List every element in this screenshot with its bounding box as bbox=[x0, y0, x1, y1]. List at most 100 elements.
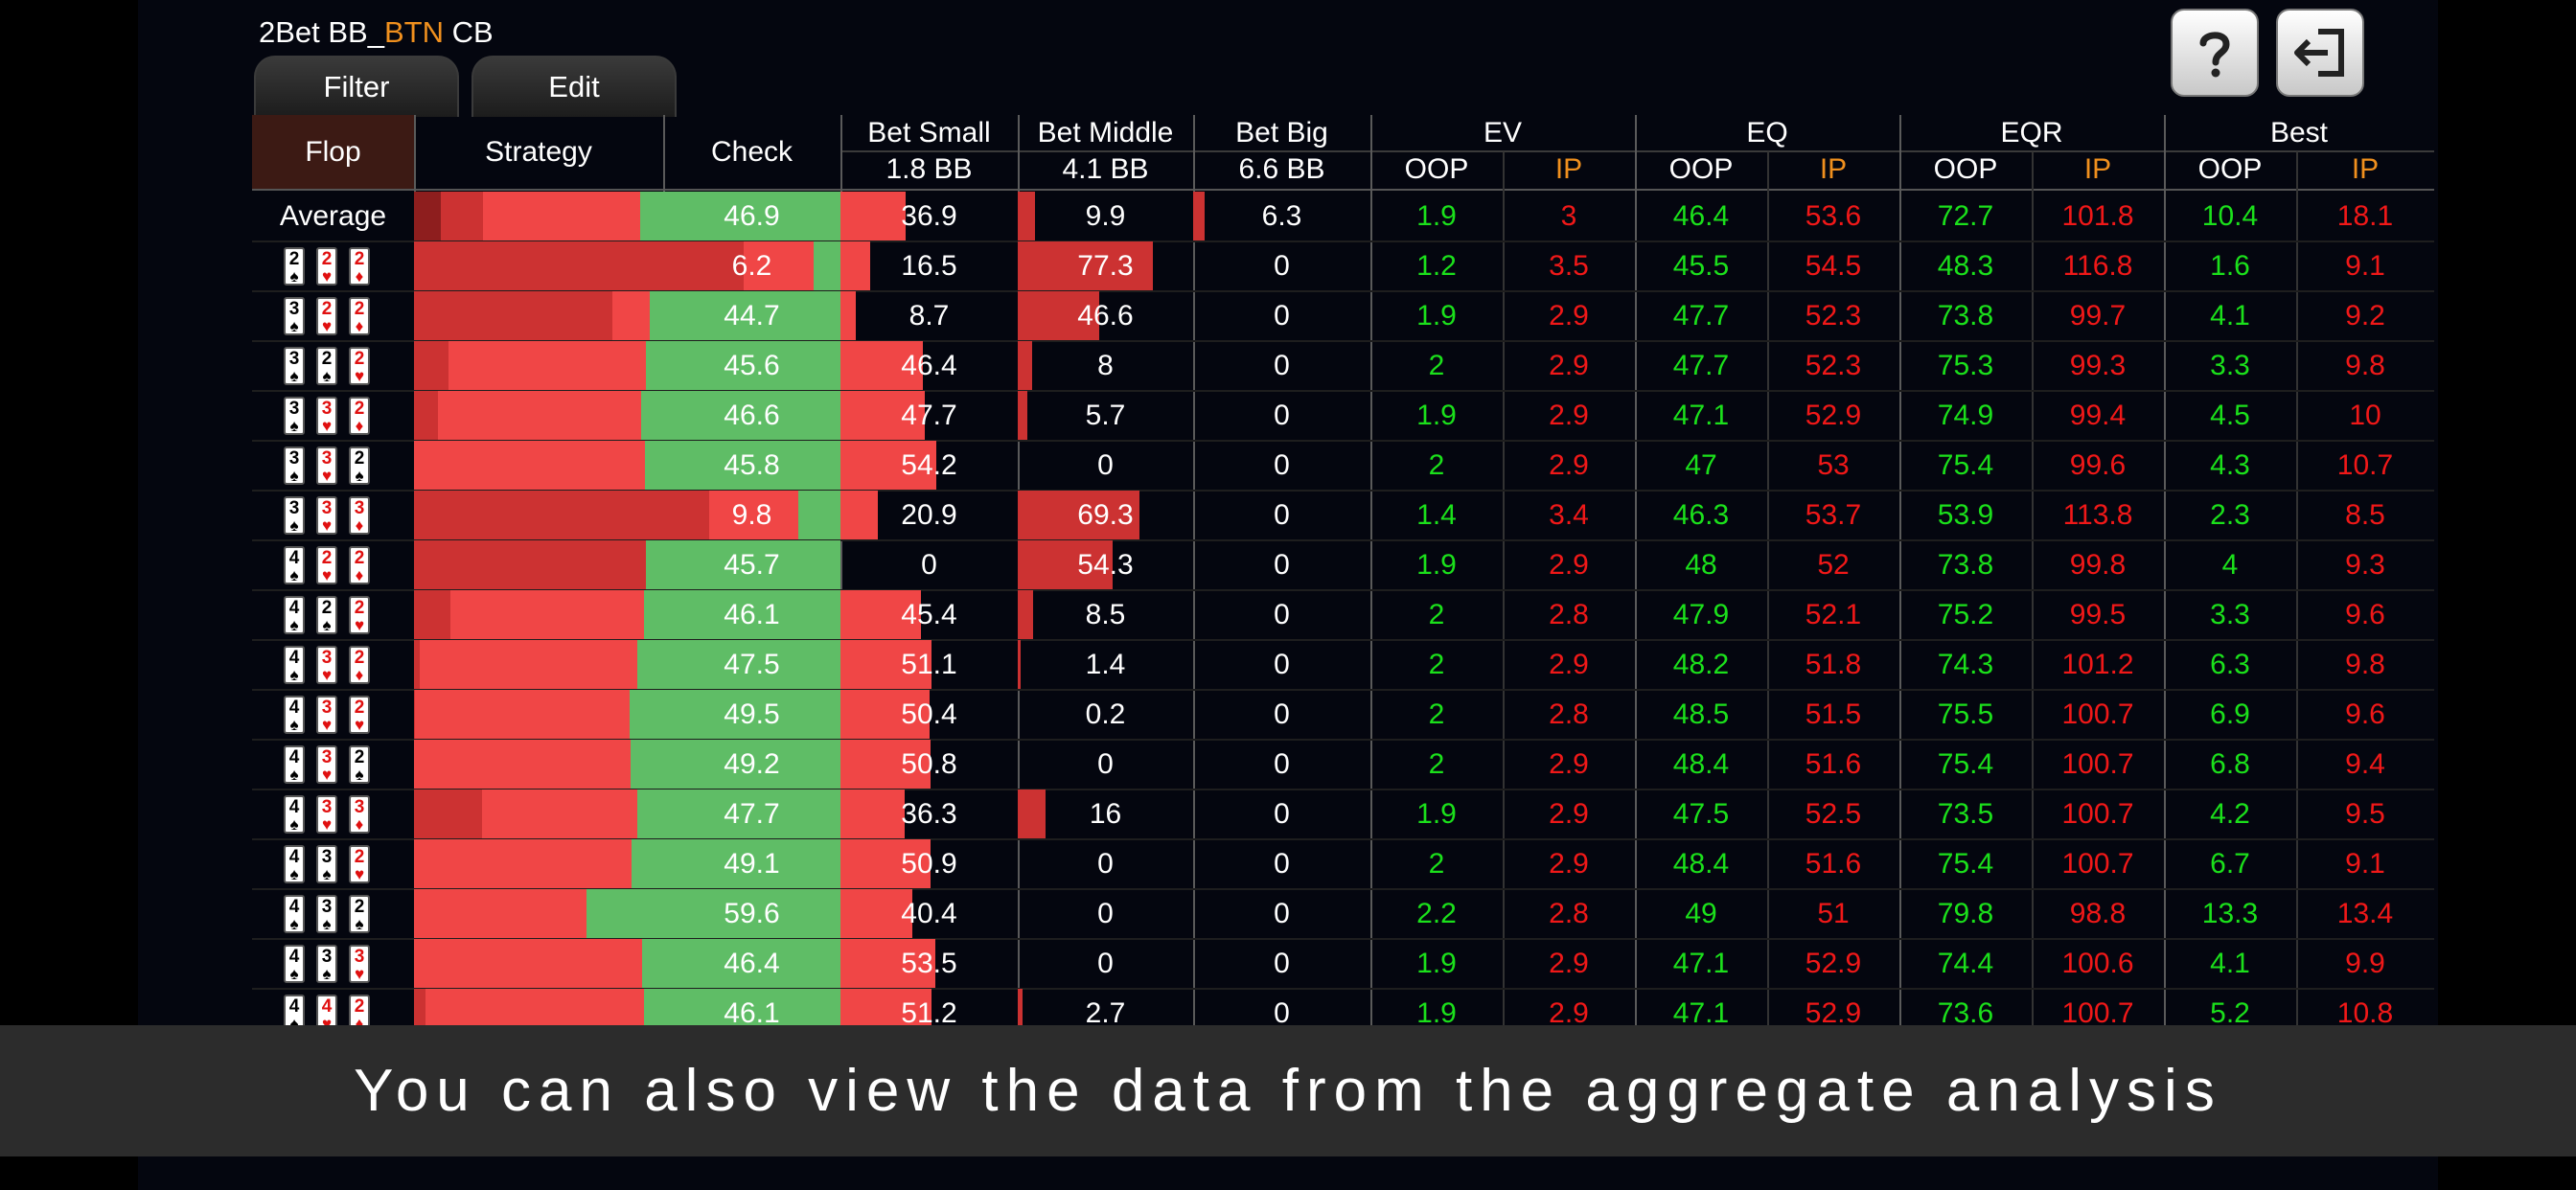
bet-small-bar bbox=[840, 590, 921, 640]
card-suit: ♠ bbox=[322, 367, 332, 385]
ev-ip-value: 2.9 bbox=[1549, 997, 1589, 1029]
bet-small-bar bbox=[840, 391, 925, 441]
card-suit: ♠ bbox=[289, 865, 299, 883]
playing-card: 2 ♠ bbox=[349, 446, 370, 485]
eq-oop-header: OOP bbox=[1668, 153, 1734, 185]
eqr-oop-value: 48.3 bbox=[1937, 250, 1994, 282]
card-suit: ♦ bbox=[355, 516, 364, 535]
card-suit: ♦ bbox=[355, 417, 364, 435]
eq-ip-value: 51.5 bbox=[1805, 698, 1862, 730]
check-value: 49.1 bbox=[724, 848, 780, 880]
best-oop-value: 5.2 bbox=[2210, 997, 2250, 1029]
ev-oop-value: 2 bbox=[1428, 449, 1445, 481]
card-rank: 3 bbox=[321, 897, 333, 917]
bet-small-bar bbox=[840, 291, 856, 341]
strategy-bet-small-segment bbox=[414, 939, 642, 989]
bet-small-value: 36.3 bbox=[901, 798, 957, 830]
strategy-bet-small-segment bbox=[483, 192, 640, 241]
row-divider bbox=[252, 938, 2434, 940]
bet-middle-value: 0.2 bbox=[1085, 698, 1126, 730]
card-suit: ♠ bbox=[289, 566, 299, 584]
ev-oop-value: 1.9 bbox=[1416, 200, 1457, 232]
card-rank: 4 bbox=[321, 996, 333, 1017]
check-value: 49.5 bbox=[724, 698, 780, 730]
eq-oop-value: 45.5 bbox=[1672, 250, 1730, 282]
bet-middle-value: 8 bbox=[1097, 350, 1114, 381]
card-suit: ♠ bbox=[289, 467, 299, 485]
strategy-header: Strategy bbox=[485, 136, 592, 168]
playing-card: 3 ♠ bbox=[316, 945, 337, 983]
card-suit: ♥ bbox=[354, 716, 365, 734]
card-suit: ♠ bbox=[289, 267, 299, 286]
playing-card: 4 ♠ bbox=[284, 646, 305, 684]
check-value: 45.7 bbox=[724, 549, 780, 581]
eqr-oop-value: 75.4 bbox=[1937, 848, 1994, 880]
card-rank: 2 bbox=[354, 249, 365, 269]
column-divider bbox=[1635, 115, 1637, 1035]
card-rank: 2 bbox=[354, 996, 365, 1017]
strategy-bet-middle-segment bbox=[414, 989, 426, 1035]
bet-small-bar bbox=[840, 939, 935, 989]
card-rank: 4 bbox=[288, 847, 300, 867]
best-ip-value: 8.5 bbox=[2345, 499, 2385, 531]
playing-card: 2 ♦ bbox=[349, 397, 370, 435]
best-oop-value: 13.3 bbox=[2201, 898, 2259, 929]
row-divider bbox=[252, 290, 2434, 292]
strategy-bet-small-segment bbox=[420, 640, 637, 690]
best-oop-value: 6.7 bbox=[2210, 848, 2250, 880]
eq-oop-value: 47.1 bbox=[1672, 948, 1730, 979]
strategy-check-segment bbox=[650, 291, 840, 341]
bet-middle-value: 0 bbox=[1097, 748, 1114, 780]
bet-small-value: 40.4 bbox=[901, 898, 957, 929]
card-rank: 2 bbox=[354, 299, 365, 319]
best-oop-value: 4.3 bbox=[2210, 449, 2250, 481]
bet-big-value: 0 bbox=[1274, 599, 1290, 630]
playing-card: 2 ♥ bbox=[349, 347, 370, 385]
check-value: 46.1 bbox=[724, 599, 780, 630]
strategy-check-segment bbox=[814, 241, 840, 291]
header-divider bbox=[840, 150, 2434, 152]
bet-big-value: 0 bbox=[1274, 300, 1290, 332]
help-button[interactable] bbox=[2171, 9, 2259, 97]
playing-card: 3 ♥ bbox=[349, 945, 370, 983]
strategy-bet-middle-segment bbox=[414, 690, 415, 740]
best-ip-value: 9.5 bbox=[2345, 798, 2385, 830]
ev-oop-value: 1.4 bbox=[1416, 499, 1457, 531]
eqr-ip-value: 100.7 bbox=[2061, 798, 2134, 830]
card-suit: ♠ bbox=[322, 865, 332, 883]
best-oop-value: 6.8 bbox=[2210, 748, 2250, 780]
bet-small-value: 0 bbox=[921, 549, 937, 581]
eq-ip-value: 52.3 bbox=[1805, 350, 1862, 381]
card-suit: ♥ bbox=[321, 417, 333, 435]
card-rank: 3 bbox=[321, 797, 333, 817]
card-rank: 2 bbox=[288, 249, 300, 269]
eq-ip-value: 51 bbox=[1817, 898, 1850, 929]
playing-card: 2 ♦ bbox=[349, 646, 370, 684]
eq-oop-value: 47.9 bbox=[1672, 599, 1730, 630]
exit-button[interactable] bbox=[2276, 9, 2364, 97]
card-rank: 2 bbox=[354, 349, 365, 369]
playing-card: 2 ♦ bbox=[349, 995, 370, 1033]
playing-card: 4 ♠ bbox=[284, 795, 305, 834]
playing-card: 3 ♦ bbox=[349, 795, 370, 834]
best-ip-value: 10.7 bbox=[2336, 449, 2394, 481]
card-rank: 2 bbox=[354, 598, 365, 618]
ev-ip-value: 3.4 bbox=[1549, 499, 1589, 531]
card-rank: 3 bbox=[321, 747, 333, 767]
bet-middle-value: 16 bbox=[1089, 798, 1122, 830]
edit-button[interactable]: Edit bbox=[472, 56, 677, 117]
playing-card: 2 ♠ bbox=[349, 745, 370, 784]
filter-button[interactable]: Filter bbox=[254, 56, 459, 117]
check-value: 46.6 bbox=[724, 400, 780, 431]
playing-card: 3 ♠ bbox=[284, 496, 305, 535]
playing-card: 2 ♠ bbox=[316, 347, 337, 385]
card-suit: ♠ bbox=[289, 815, 299, 834]
column-divider bbox=[1899, 115, 1901, 1035]
ev-oop-value: 2 bbox=[1428, 350, 1445, 381]
card-rank: 2 bbox=[354, 847, 365, 867]
card-rank: 4 bbox=[288, 598, 300, 618]
strategy-bet-small-segment bbox=[414, 839, 632, 889]
eqr-oop-value: 74.9 bbox=[1937, 400, 1994, 431]
eqr-ip-value: 99.5 bbox=[2069, 599, 2127, 630]
bet-small-bar bbox=[840, 241, 870, 291]
